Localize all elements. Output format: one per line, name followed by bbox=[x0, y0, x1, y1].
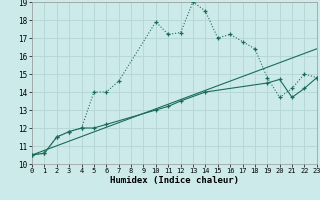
X-axis label: Humidex (Indice chaleur): Humidex (Indice chaleur) bbox=[110, 176, 239, 185]
